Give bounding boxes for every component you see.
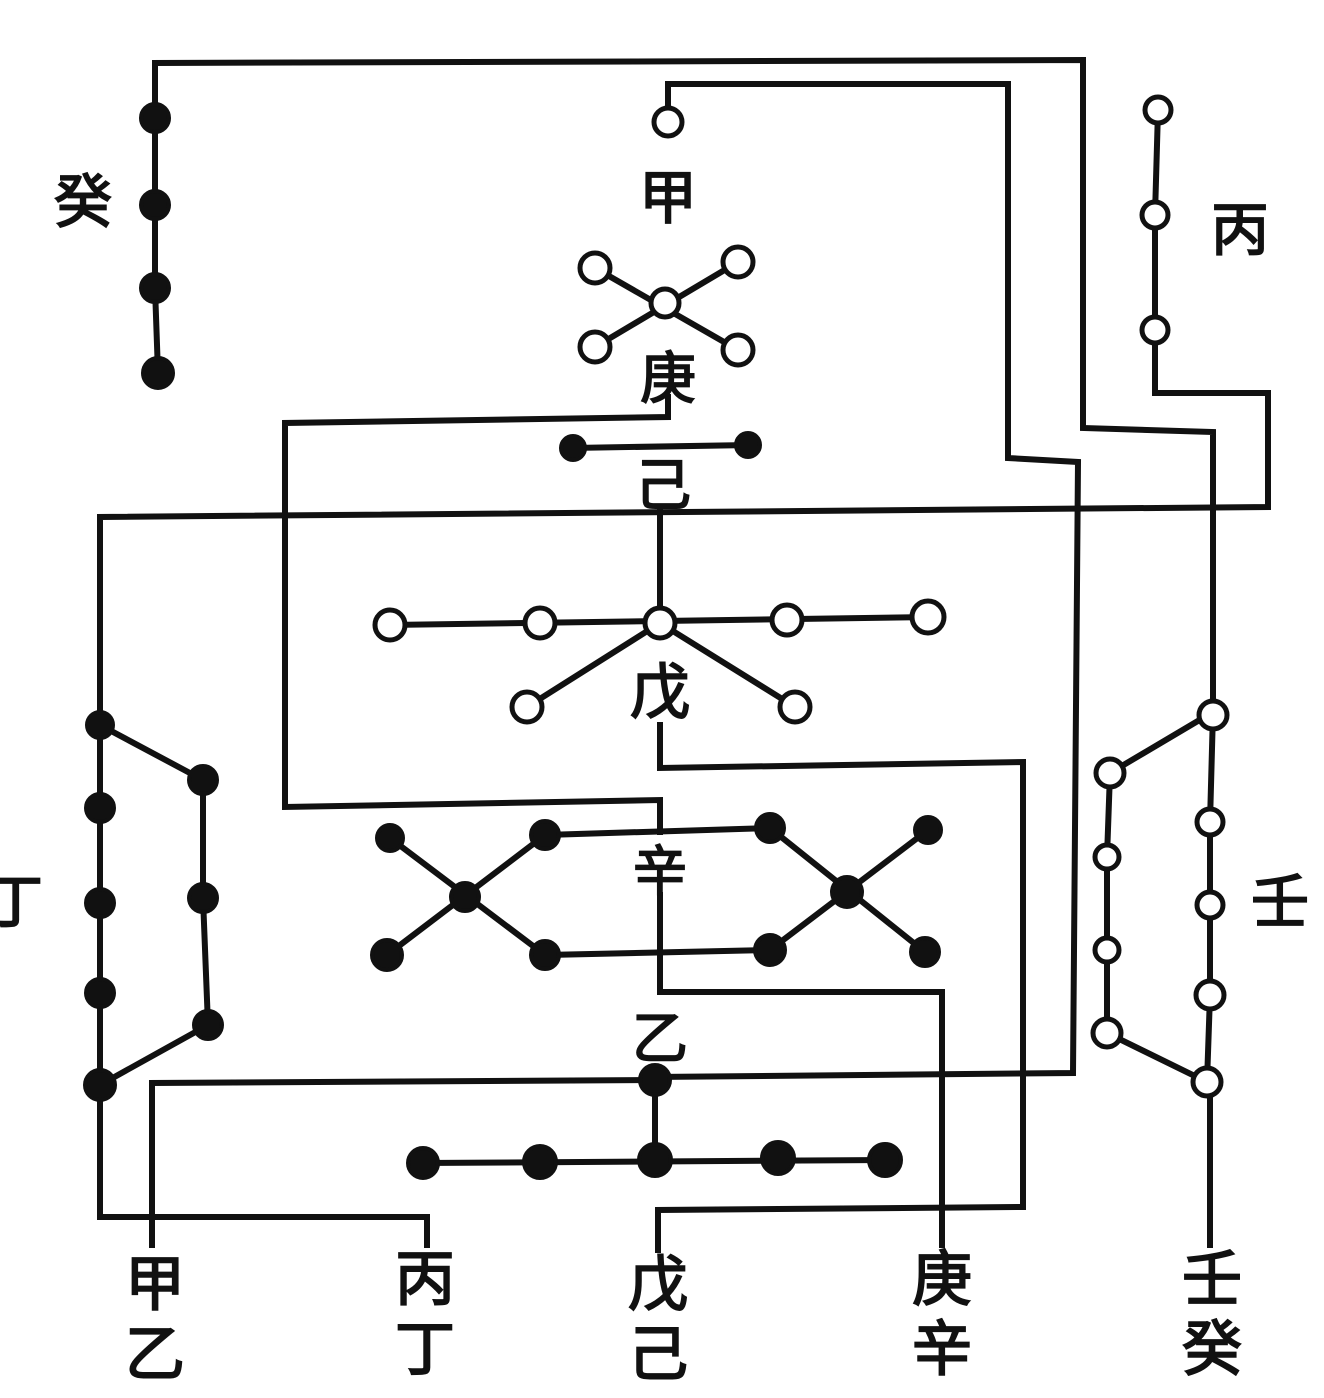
ren-dot [1093, 756, 1127, 790]
label-ren-right: 壬 [1251, 868, 1309, 936]
ren-dot [1196, 698, 1230, 732]
wu-dot [769, 602, 805, 638]
bottom-label-wu: 戊 [628, 1250, 688, 1320]
ren-dot [1194, 806, 1226, 838]
xin-connectors [541, 824, 774, 959]
ding-dot [85, 710, 115, 740]
ji-dot [559, 434, 587, 462]
gui-chain-line [152, 115, 162, 377]
ding-dot [84, 977, 116, 1009]
black-dots [83, 102, 943, 1180]
bottom-label-geng: 庚 [912, 1245, 972, 1315]
ren-dot [1194, 889, 1226, 921]
stem-labels: 癸 甲 丙 庚 己 戊 丁 辛 乙 壬 [0, 164, 1309, 1072]
bottom-label-xin: 辛 [912, 1315, 972, 1385]
wu-dot [372, 607, 408, 643]
wire-ding-to-bottom-bingding [97, 1082, 430, 1248]
bottom-label-gui: 癸 [1182, 1315, 1242, 1385]
yi-dot [760, 1140, 796, 1176]
wire-geng-to-xin [282, 394, 671, 835]
ren-dot [1092, 842, 1122, 872]
white-dots [372, 94, 1230, 1099]
ding-dot [187, 882, 219, 914]
yi-dot [867, 1142, 903, 1178]
wire-wu-to-bottom-wuji [655, 722, 1026, 1253]
geng-dot [577, 250, 613, 286]
xin-dot [909, 936, 941, 968]
ding-dot [84, 792, 116, 824]
ding-dot [84, 887, 116, 919]
ji-dot [734, 431, 762, 459]
wire-jia-to-right-inner [651, 81, 1082, 1081]
xin-dot [830, 875, 864, 909]
yi-dot [638, 1063, 672, 1097]
label-ding-left: 丁 [0, 868, 43, 936]
bottom-label-ding: 丁 [395, 1315, 455, 1385]
xin-dot [370, 938, 404, 972]
bottom-stem-pairs: 甲 乙 丙 丁 戊 己 庚 辛 壬 癸 [125, 1245, 1242, 1390]
gui-dot [139, 102, 171, 134]
wire-yi-to-bottom-jiayi [149, 1076, 659, 1248]
xin-dot [529, 819, 561, 851]
gui-dot [139, 189, 171, 221]
ren-dot [1193, 978, 1227, 1012]
yi-dot [406, 1146, 440, 1180]
wire-gui-to-right-outer [152, 56, 1216, 715]
ren-dot [1092, 935, 1122, 965]
label-yi: 乙 [632, 1006, 688, 1072]
label-wu: 戊 [630, 658, 690, 728]
geng-dot [720, 332, 756, 368]
xin-dot [913, 815, 943, 845]
label-geng: 庚 [640, 346, 696, 412]
bottom-label-yi: 乙 [125, 1320, 185, 1390]
gui-dot [141, 356, 175, 390]
label-ji: 己 [635, 453, 691, 519]
wire-xin-to-bottom-gengxin [657, 892, 945, 1248]
geng-dot [720, 244, 756, 280]
bottom-label-jia: 甲 [125, 1250, 185, 1320]
xin-dot [529, 939, 561, 971]
xin-dot [754, 812, 786, 844]
label-gui-top-left: 癸 [54, 168, 112, 236]
wu-dot [909, 598, 947, 636]
wire-bing-to-ding [97, 329, 1271, 728]
yi-dot [637, 1142, 673, 1178]
yi-dot [522, 1144, 558, 1180]
label-xin: 辛 [633, 839, 687, 903]
gui-dot [139, 272, 171, 304]
jia-dot [651, 105, 685, 139]
bing-dot [1139, 314, 1171, 346]
bing-dot [1139, 199, 1171, 231]
bing-dot [1142, 94, 1174, 126]
ji-line [569, 441, 752, 452]
wu-dot [522, 605, 558, 641]
label-jia-top: 甲 [639, 164, 697, 232]
wu-dot [509, 689, 545, 725]
xin-dot [449, 881, 481, 913]
ding-dot [187, 764, 219, 796]
geng-dot [577, 329, 613, 365]
wu-dot [777, 689, 813, 725]
wu-dot [642, 605, 678, 641]
geng-dot [648, 286, 682, 320]
label-bing-top-right: 丙 [1211, 196, 1269, 264]
ren-dot [1190, 1065, 1224, 1099]
xin-dot [375, 823, 405, 853]
bottom-label-ji: 己 [628, 1320, 688, 1390]
ding-dot [192, 1009, 224, 1041]
xin-dot [753, 933, 787, 967]
ding-dot [83, 1068, 117, 1102]
ren-left-rail [1104, 707, 1218, 1087]
bottom-label-ren: 壬 [1182, 1245, 1242, 1315]
bottom-label-bing: 丙 [395, 1245, 455, 1315]
ren-dot [1090, 1016, 1124, 1050]
